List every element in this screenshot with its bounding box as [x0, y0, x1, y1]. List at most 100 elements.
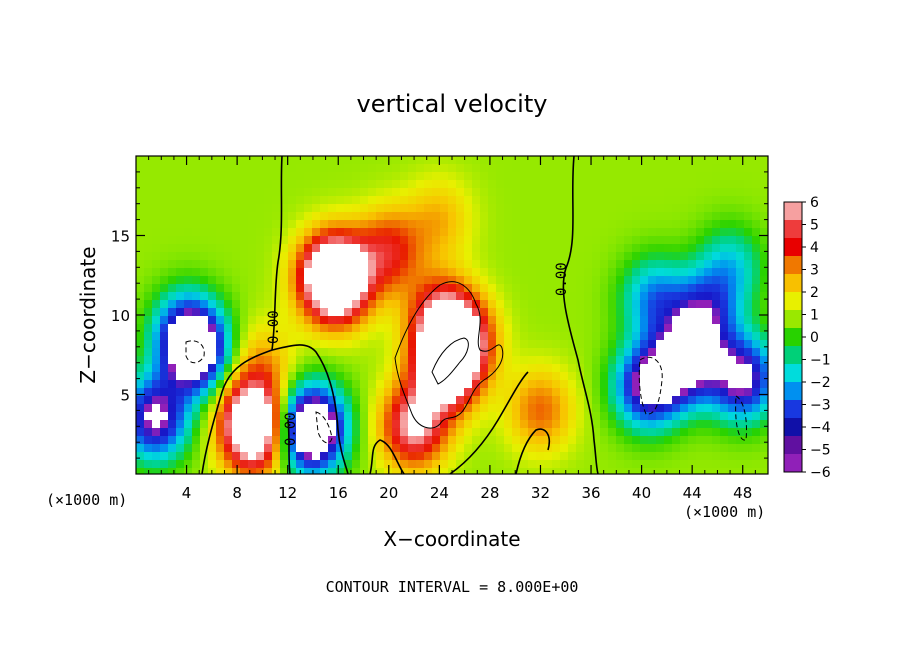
- heatmap-cell: [744, 348, 753, 357]
- heatmap-cell: [600, 428, 609, 437]
- heatmap-cell: [264, 180, 273, 189]
- heatmap-cell: [736, 292, 745, 301]
- heatmap-cell: [528, 228, 537, 237]
- heatmap-cell: [608, 356, 617, 365]
- heatmap-cell: [616, 364, 625, 373]
- heatmap-cell: [392, 404, 401, 413]
- heatmap-cell: [560, 220, 569, 229]
- y-tick-label: 10: [111, 307, 130, 325]
- heatmap-cell: [704, 196, 713, 205]
- heatmap-cell: [184, 204, 193, 213]
- heatmap-cell: [360, 268, 369, 277]
- heatmap-cell: [688, 436, 697, 445]
- heatmap-cell: [664, 356, 673, 365]
- heatmap-cell: [440, 436, 449, 445]
- heatmap-cell: [328, 356, 337, 365]
- heatmap-cell: [512, 212, 521, 221]
- heatmap-cell: [400, 332, 409, 341]
- heatmap-cell: [376, 164, 385, 173]
- heatmap-cell: [320, 412, 329, 421]
- heatmap-cell: [504, 252, 513, 261]
- heatmap-cell: [520, 332, 529, 341]
- heatmap-cell: [192, 348, 201, 357]
- heatmap-cell: [536, 164, 545, 173]
- heatmap-cell: [744, 236, 753, 245]
- heatmap-cell: [752, 348, 761, 357]
- heatmap-cell: [200, 420, 209, 429]
- heatmap-cell: [560, 244, 569, 253]
- heatmap-cell: [328, 196, 337, 205]
- heatmap-cell: [584, 252, 593, 261]
- heatmap-cell: [632, 380, 641, 389]
- heatmap-cell: [528, 404, 537, 413]
- heatmap-cell: [280, 156, 289, 165]
- heatmap-cell: [496, 436, 505, 445]
- heatmap-cell: [168, 196, 177, 205]
- heatmap-cell: [368, 180, 377, 189]
- heatmap-cell: [272, 156, 281, 165]
- heatmap-cell: [576, 260, 585, 269]
- heatmap-cell: [552, 428, 561, 437]
- heatmap-cell: [504, 444, 513, 453]
- heatmap-cell: [368, 388, 377, 397]
- heatmap-cell: [736, 460, 745, 469]
- heatmap-cell: [280, 356, 289, 365]
- heatmap-cell: [480, 300, 489, 309]
- heatmap-cell: [280, 300, 289, 309]
- heatmap-cell: [312, 300, 321, 309]
- heatmap-cell: [448, 196, 457, 205]
- heatmap-cell: [280, 340, 289, 349]
- heatmap-cell: [384, 188, 393, 197]
- heatmap-cell: [680, 356, 689, 365]
- heatmap-cell: [216, 300, 225, 309]
- heatmap-cell: [712, 244, 721, 253]
- heatmap-cell: [616, 172, 625, 181]
- heatmap-cell: [504, 404, 513, 413]
- heatmap-cell: [568, 412, 577, 421]
- heatmap-cell: [744, 396, 753, 405]
- heatmap-cell: [736, 348, 745, 357]
- heatmap-cell: [616, 156, 625, 165]
- heatmap-cell: [184, 452, 193, 461]
- heatmap-cell: [552, 228, 561, 237]
- heatmap-cell: [240, 452, 249, 461]
- heatmap-cell: [488, 252, 497, 261]
- heatmap-cell: [560, 460, 569, 469]
- heatmap-cell: [480, 308, 489, 317]
- heatmap-cell: [216, 340, 225, 349]
- heatmap-cell: [576, 292, 585, 301]
- heatmap-cell: [376, 412, 385, 421]
- heatmap-cell: [632, 188, 641, 197]
- heatmap-cell: [264, 372, 273, 381]
- heatmap-cell: [520, 260, 529, 269]
- heatmap-cell: [352, 372, 361, 381]
- heatmap-cell: [624, 324, 633, 333]
- heatmap-cell: [376, 460, 385, 469]
- heatmap-cell: [136, 396, 145, 405]
- heatmap-cell: [672, 460, 681, 469]
- heatmap-cell: [200, 180, 209, 189]
- heatmap-cell: [464, 420, 473, 429]
- heatmap-cell: [456, 428, 465, 437]
- heatmap-cell: [256, 452, 265, 461]
- heatmap-cell: [552, 436, 561, 445]
- heatmap-cell: [312, 444, 321, 453]
- heatmap-cell: [576, 412, 585, 421]
- heatmap-cell: [680, 380, 689, 389]
- contour-line: [431, 337, 469, 385]
- zero-contour-line: [449, 371, 529, 474]
- heatmap-cell: [408, 460, 417, 469]
- heatmap-cell: [592, 332, 601, 341]
- heatmap-cell: [616, 428, 625, 437]
- heatmap-cell: [240, 228, 249, 237]
- heatmap-cell: [184, 212, 193, 221]
- heatmap-cell: [672, 340, 681, 349]
- heatmap-cell: [504, 420, 513, 429]
- heatmap-cell: [600, 308, 609, 317]
- heatmap-cell: [328, 404, 337, 413]
- heatmap-cell: [384, 396, 393, 405]
- heatmap-cell: [520, 308, 529, 317]
- heatmap-cell: [496, 276, 505, 285]
- heatmap-cell: [304, 284, 313, 293]
- heatmap-cell: [448, 356, 457, 365]
